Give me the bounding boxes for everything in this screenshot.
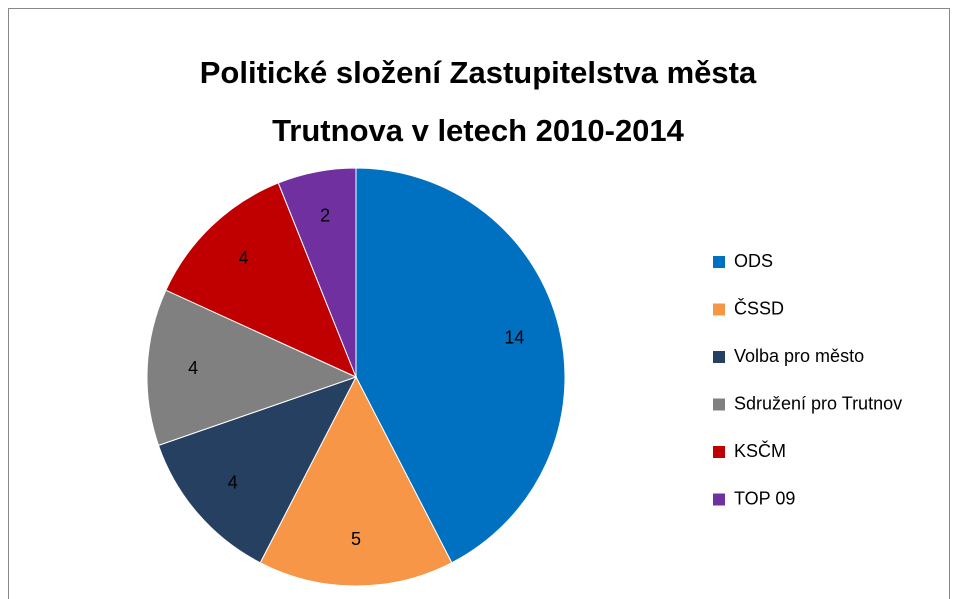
pie-slice [355, 167, 566, 564]
legend-swatch [713, 446, 725, 458]
pie-slice [146, 289, 358, 446]
legend-label: KSČM [734, 440, 786, 461]
pie-slice [277, 167, 357, 378]
data-label: 14 [504, 327, 524, 347]
legend-label: Sdružení pro Trutnov [734, 393, 902, 413]
data-label: 2 [320, 206, 330, 226]
legend-label: ODS [734, 251, 773, 271]
legend-label: TOP 09 [734, 488, 795, 508]
legend-swatch [713, 351, 725, 363]
pie-slice [165, 182, 357, 378]
data-label: 5 [351, 529, 361, 549]
legend-swatch [713, 493, 725, 506]
legend-swatch [713, 303, 725, 316]
data-label: 4 [228, 473, 238, 493]
legend-swatch [713, 256, 725, 268]
legend-swatch [713, 398, 725, 411]
legend-label: ČSSD [734, 297, 784, 318]
chart-title: Politické složení Zastupitelstva města [200, 55, 757, 90]
legend-label: Volba pro město [734, 346, 864, 366]
pie-slice [157, 376, 358, 564]
data-label: 4 [188, 358, 198, 378]
data-label: 4 [238, 248, 248, 268]
chart-title: Trutnova v letech 2010-2014 [272, 113, 685, 148]
pie-slice [259, 375, 453, 587]
